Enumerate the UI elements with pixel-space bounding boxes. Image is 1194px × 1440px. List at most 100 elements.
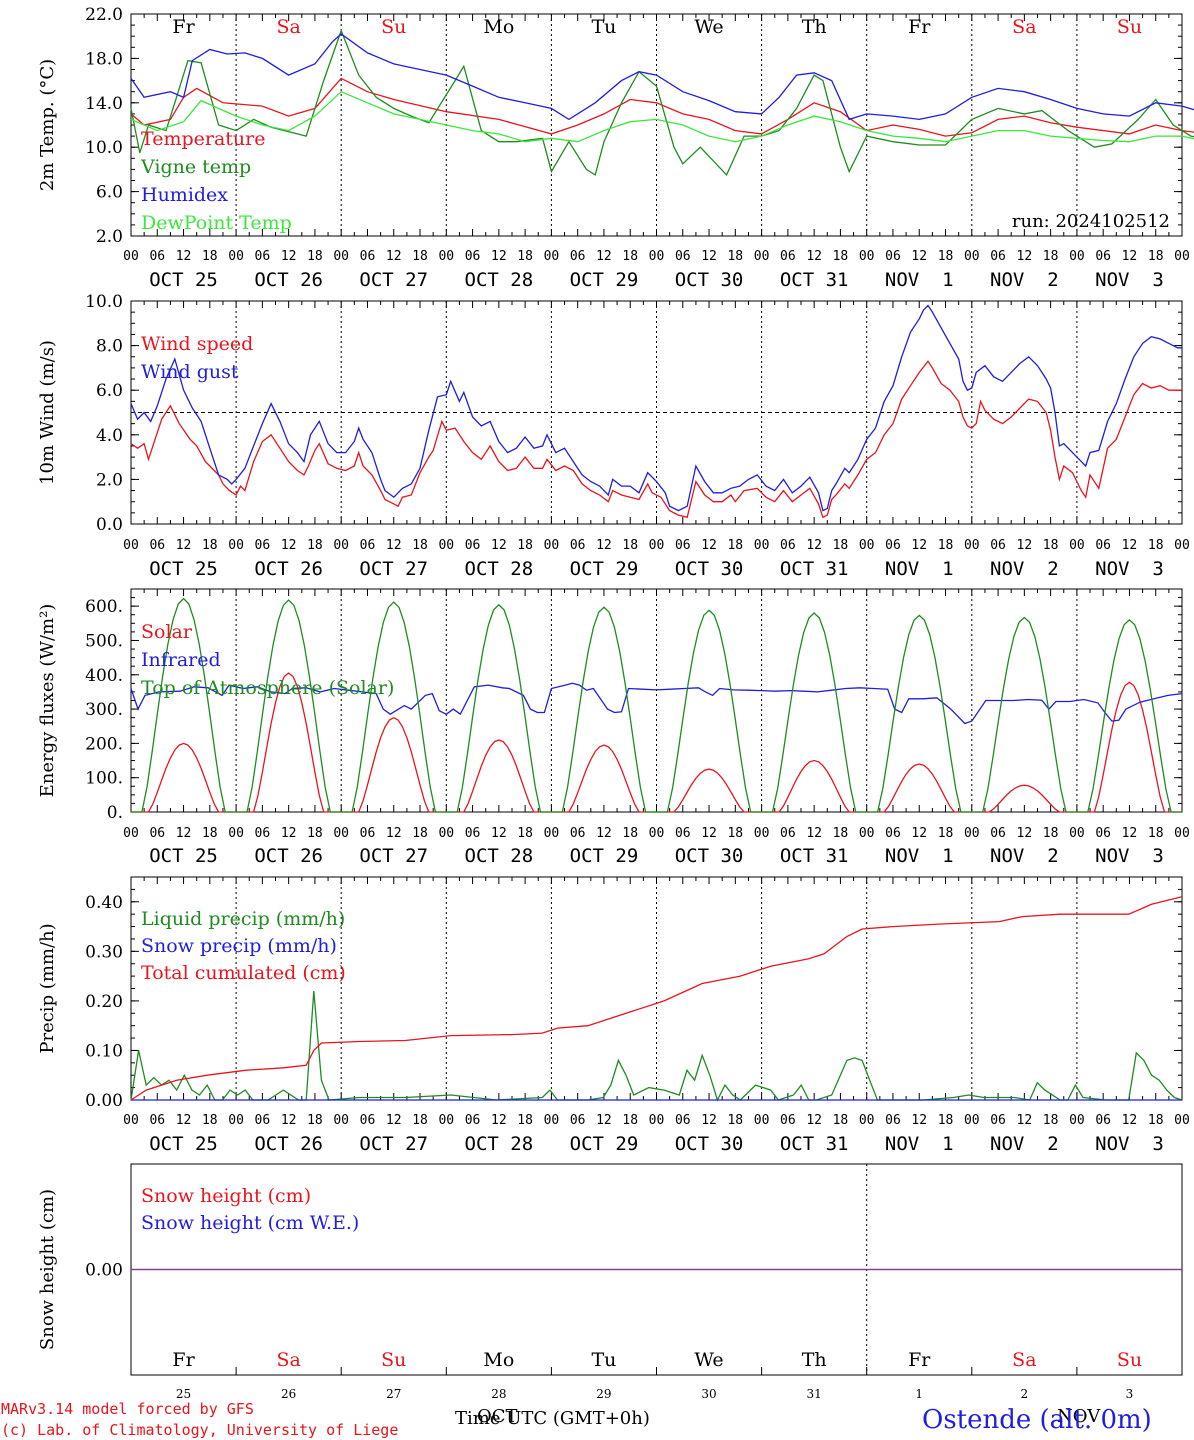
series-line-top-of-atmosphere-solar- <box>131 597 1182 813</box>
legend-entry: Snow precip (mm/h) <box>141 935 337 957</box>
hour-tick-label: 00 <box>859 826 875 841</box>
hour-tick-label: 18 <box>517 249 533 264</box>
hour-tick-label: 12 <box>386 538 402 553</box>
panel-flux: 00 06 12 18 00 06 12 18 00 06 12 18 00 06 12 18 00 06 12 18… <box>37 588 1190 867</box>
legend-entry: Temperature <box>141 128 265 150</box>
hour-tick-label: 18 <box>412 538 428 553</box>
hour-tick-label: 06 <box>570 1113 586 1128</box>
hour-tick-label: 06 <box>675 826 691 841</box>
date-label: OCT 28 <box>465 269 534 291</box>
hour-tick-label: 18 <box>412 1113 428 1128</box>
legend-entry: Snow height (cm) <box>141 1185 311 1207</box>
hour-tick-label: 18 <box>517 1113 533 1128</box>
hour-tick-label: 00 <box>123 1113 139 1128</box>
hour-tick-label: 06 <box>780 826 796 841</box>
weekday-label: Sa <box>276 16 300 38</box>
hour-tick-label: 12 <box>806 1113 822 1128</box>
x-axis-overlap-month: OCT <box>477 1406 518 1427</box>
hour-tick-label: 00 <box>964 826 980 841</box>
weekday-label: Tu <box>591 1349 616 1371</box>
legend-entry: Liquid precip (mm/h) <box>141 908 345 930</box>
hour-tick-label: 12 <box>596 249 612 264</box>
hour-tick-label: 18 <box>202 249 218 264</box>
hour-tick-label: 00 <box>1174 826 1190 841</box>
hour-tick-label: 18 <box>1148 538 1164 553</box>
hour-tick-label: 06 <box>675 249 691 264</box>
date-label: OCT 31 <box>780 845 849 867</box>
hour-tick-label: 00 <box>649 1113 665 1128</box>
hour-tick-label: 00 <box>1069 826 1085 841</box>
y-tick-label: 300. <box>85 700 123 720</box>
day-number-label: 1 <box>915 1387 923 1401</box>
hour-tick-label: 12 <box>806 826 822 841</box>
hour-tick-label: 06 <box>570 249 586 264</box>
hour-tick-label: 06 <box>885 826 901 841</box>
hour-tick-label: 06 <box>990 249 1006 264</box>
series-line-humidex <box>130 33 1194 121</box>
x-axis-title: Time UTC (GMT+0h) <box>455 1408 650 1429</box>
hour-tick-label: 12 <box>701 826 717 841</box>
date-label: NOV 2 <box>990 558 1059 580</box>
hour-tick-label: 06 <box>1095 826 1111 841</box>
hour-tick-label: 12 <box>176 1113 192 1128</box>
legend-entry: Humidex <box>141 184 228 206</box>
legend-entry: Total cumulated (cm) <box>141 962 346 984</box>
y-axis-label: Precip (mm/h) <box>37 923 58 1053</box>
hour-tick-label: 18 <box>1148 249 1164 264</box>
hour-tick-label: 12 <box>491 826 507 841</box>
hour-tick-label: 06 <box>1095 538 1111 553</box>
y-tick-label: 0. <box>107 803 123 823</box>
weekday-label: Tu <box>591 16 616 38</box>
hour-tick-label: 06 <box>465 826 481 841</box>
hour-tick-label: 00 <box>754 826 770 841</box>
hour-tick-label: 18 <box>202 826 218 841</box>
series-line-dewpoint-temp <box>130 90 1194 143</box>
date-label: OCT 28 <box>465 845 534 867</box>
hour-tick-label: 18 <box>517 826 533 841</box>
weekday-label: Mo <box>483 1349 514 1371</box>
date-label: OCT 31 <box>780 558 849 580</box>
hour-tick-label: 00 <box>1069 249 1085 264</box>
day-number-label: 25 <box>176 1387 191 1401</box>
legend-entry: Solar <box>141 621 193 643</box>
y-axis-label: 10m Wind (m/s) <box>37 340 58 485</box>
hour-tick-label: 06 <box>149 826 165 841</box>
hour-tick-label: 00 <box>754 1113 770 1128</box>
weekday-label: Su <box>381 1349 406 1371</box>
hour-tick-label: 18 <box>307 249 323 264</box>
date-label: NOV 3 <box>1095 1133 1164 1155</box>
date-label: OCT 30 <box>675 269 744 291</box>
hour-tick-label: 00 <box>438 538 454 553</box>
date-label: NOV 2 <box>990 845 1059 867</box>
day-number-label: 29 <box>596 1387 611 1401</box>
y-tick-label: 500. <box>85 631 123 651</box>
y-tick-label: 100. <box>85 769 123 789</box>
weekday-label: Fr <box>908 16 931 38</box>
date-label: NOV 1 <box>885 1133 954 1155</box>
hour-tick-label: 12 <box>1122 1113 1138 1128</box>
date-label: OCT 25 <box>149 269 218 291</box>
hour-tick-label: 06 <box>149 538 165 553</box>
date-label: OCT 27 <box>359 558 428 580</box>
hour-tick-label: 00 <box>754 249 770 264</box>
hour-tick-label: 06 <box>465 538 481 553</box>
series-line-liquid-precip-mm-h- <box>130 990 1183 1102</box>
weekday-label: Su <box>1117 16 1142 38</box>
date-label: OCT 28 <box>465 1133 534 1155</box>
hour-tick-label: 06 <box>360 1113 376 1128</box>
hour-tick-label: 18 <box>202 1113 218 1128</box>
day-number-label: 30 <box>701 1387 716 1401</box>
date-label: NOV 3 <box>1095 558 1164 580</box>
series-line-wind-gust <box>130 304 1182 512</box>
hour-tick-label: 18 <box>517 538 533 553</box>
hour-tick-label: 12 <box>596 826 612 841</box>
weekday-label: Fr <box>172 1349 195 1371</box>
hour-tick-label: 00 <box>1174 538 1190 553</box>
hour-tick-label: 06 <box>780 538 796 553</box>
hour-tick-label: 00 <box>1174 249 1190 264</box>
date-label: OCT 28 <box>465 558 534 580</box>
y-tick-label: 400. <box>85 666 123 686</box>
hour-tick-label: 12 <box>176 249 192 264</box>
date-label: OCT 26 <box>254 269 323 291</box>
hour-tick-label: 00 <box>438 826 454 841</box>
